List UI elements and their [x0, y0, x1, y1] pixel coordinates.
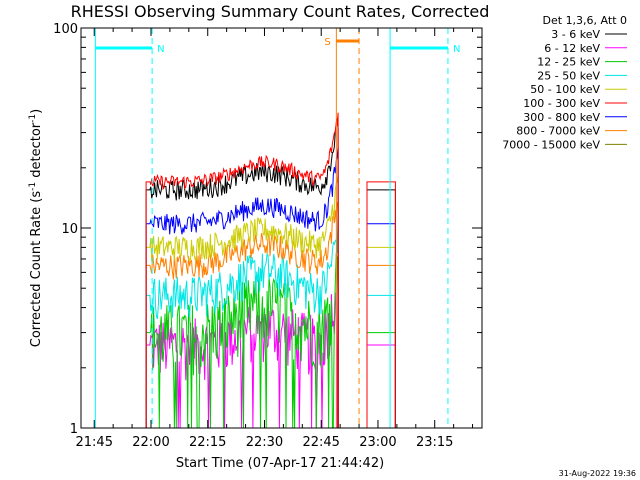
- flag-label: N: [157, 44, 164, 55]
- series-line-segment: [145, 146, 339, 429]
- series-line-segment: [145, 202, 339, 429]
- timestamp: 31-Aug-2022 19:36: [559, 469, 636, 478]
- series-line-segment: [366, 189, 396, 428]
- x-tick-label: 21:45: [76, 435, 113, 450]
- x-tick-label: 22:00: [132, 435, 169, 450]
- legend-entry-label: 7000 - 15000 keV: [502, 138, 600, 151]
- series-line-segment: [145, 175, 339, 429]
- series-50-100-kev: [145, 175, 396, 429]
- series-line-segment: [366, 332, 396, 428]
- legend-entry-label: 25 - 50 keV: [537, 69, 600, 82]
- flag-label: S: [324, 37, 330, 48]
- legend-title: Det 1,3,6, Att 0: [543, 14, 627, 27]
- x-axis-ticks: 21:45 22:00 22:15 22:30 22:45 23:00 23:15: [76, 28, 474, 450]
- y-tick-label: 1: [70, 422, 78, 437]
- y-tick-label: 100: [53, 22, 78, 37]
- chart-title: RHESSI Observing Summary Count Rates, Co…: [71, 2, 490, 21]
- y-axis-ticks: 1 10 100: [53, 22, 482, 437]
- legend-entry-label: 12 - 25 keV: [537, 56, 600, 69]
- series-800-7000-kev: [145, 202, 396, 429]
- x-tick-label: 23:00: [359, 435, 396, 450]
- series-300-800-kev: [145, 146, 396, 429]
- flag-label: N: [453, 44, 460, 55]
- series-line-segment: [145, 112, 339, 429]
- y-axis-label: Corrected Count Rate (s-1 detector-1): [28, 109, 44, 347]
- legend-entry-label: 300 - 800 keV: [523, 111, 600, 124]
- x-tick-label: 22:30: [246, 435, 283, 450]
- x-axis-label: Start Time (07-Apr-17 21:44:42): [176, 456, 384, 471]
- legend-entry-label: 800 - 7000 keV: [516, 125, 600, 138]
- series-line-segment: [366, 264, 396, 428]
- series-line-segment: [145, 210, 339, 429]
- legend-entry-label: 50 - 100 keV: [530, 83, 600, 96]
- x-tick-label: 22:45: [302, 435, 339, 450]
- legend-entry-label: 100 - 300 keV: [523, 97, 600, 110]
- series-line-segment: [366, 246, 396, 428]
- legend-entry-label: 3 - 6 keV: [551, 28, 600, 41]
- series-line-segment: [366, 223, 396, 428]
- series-line-segment: [366, 294, 396, 428]
- x-tick-label: 23:15: [416, 435, 453, 450]
- series-line-segment: [366, 344, 396, 428]
- series-100-300-kev: [145, 112, 396, 429]
- x-tick-label: 22:15: [189, 435, 226, 450]
- plot-area: [145, 112, 396, 429]
- series-line-segment: [366, 181, 396, 428]
- legend-entry-label: 6 - 12 keV: [544, 42, 600, 55]
- y-tick-label: 10: [61, 222, 78, 237]
- observing-flags: N NS: [94, 28, 460, 428]
- series-25-50-kev: [145, 210, 396, 429]
